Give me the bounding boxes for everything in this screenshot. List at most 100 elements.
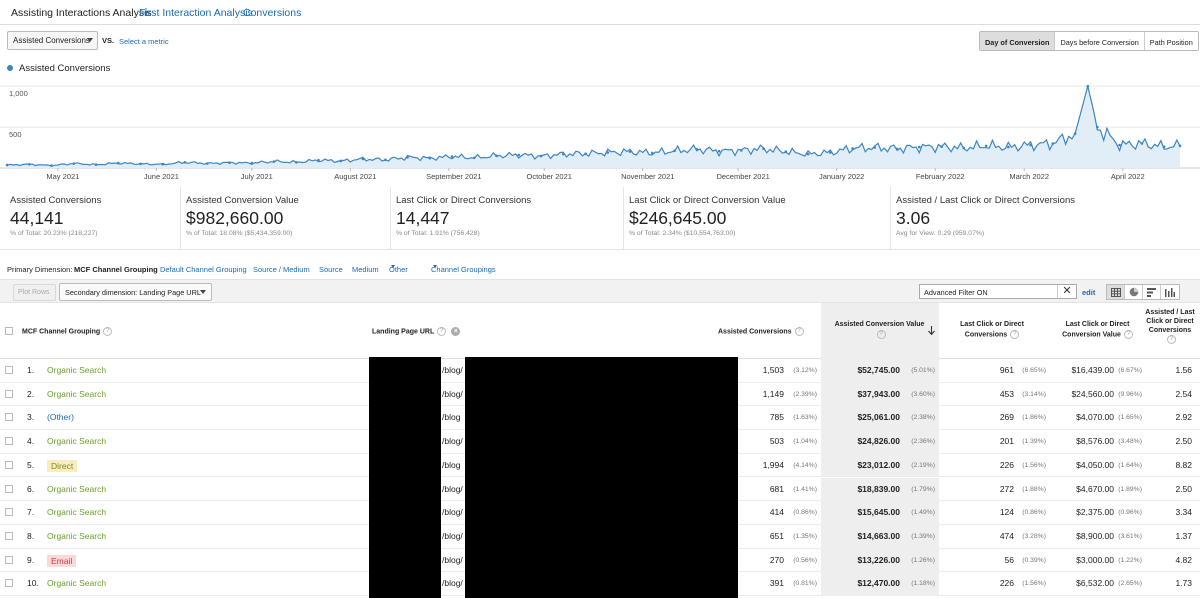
- pie-chart-icon[interactable]: [1125, 285, 1143, 299]
- landing-page-url[interactable]: /blog/: [442, 436, 463, 447]
- select-metric-link[interactable]: Select a metric: [119, 37, 169, 46]
- assisted-conversion-value-pct: (1.49%): [911, 509, 935, 517]
- help-icon[interactable]: ?: [437, 327, 447, 336]
- row-checkbox[interactable]: [5, 366, 13, 374]
- dimension-default-channel-grouping[interactable]: Default Channel Grouping: [160, 265, 247, 274]
- data-point: [962, 146, 966, 150]
- sorted-column-cell-bg: [821, 524, 939, 549]
- column-header-last-click-value[interactable]: Last Click or Direct Conversion Value?: [1055, 321, 1140, 340]
- x-tick-label: July 2021: [241, 172, 273, 181]
- clear-filter-icon[interactable]: ✕: [1057, 285, 1076, 298]
- tab-assisting-interactions[interactable]: Assisting Interactions Analysis: [11, 7, 152, 19]
- assisted-conversions-pct: (0.56%): [793, 556, 817, 564]
- scorecard-subtext: Avg for View: 0.29 (959.07%): [896, 230, 985, 237]
- last-click-conversions-value: 453: [999, 388, 1014, 399]
- help-icon[interactable]: ?: [1010, 329, 1020, 339]
- column-header-last-click-conversions[interactable]: Last Click or Direct Conversions?: [952, 321, 1032, 340]
- last-click-conversions-pct: (1.56%): [1022, 461, 1046, 469]
- row-checkbox[interactable]: [5, 484, 13, 493]
- remove-secondary-dimension-icon[interactable]: ×: [451, 327, 461, 336]
- sort-descending-icon[interactable]: [928, 326, 935, 335]
- last-click-conversions-value: 124: [999, 507, 1014, 518]
- last-click-conversion-value: $8,576.00: [1076, 436, 1114, 447]
- row-checkbox[interactable]: [5, 579, 13, 588]
- row-checkbox[interactable]: [5, 389, 13, 398]
- secondary-dimension-dropdown[interactable]: Secondary dimension: Landing Page URL: [59, 283, 212, 301]
- help-icon[interactable]: ?: [1167, 335, 1176, 345]
- advanced-filter-input[interactable]: Advanced Filter ON: [919, 284, 1077, 299]
- performance-bars-icon[interactable]: [1143, 285, 1161, 299]
- data-point: [361, 157, 365, 161]
- landing-page-url[interactable]: /blog/: [442, 483, 463, 494]
- channel-link[interactable]: Organic Search: [47, 483, 107, 494]
- channel-link[interactable]: (Other): [47, 412, 74, 423]
- row-checkbox[interactable]: [5, 437, 13, 446]
- column-header-landing-page[interactable]: Landing Page URL? ×: [372, 327, 461, 337]
- last-click-conversions-pct: (1.56%): [1022, 580, 1046, 588]
- help-icon[interactable]: ?: [1123, 329, 1133, 339]
- channel-link[interactable]: Organic Search: [47, 578, 107, 589]
- channel-link[interactable]: Organic Search: [47, 365, 107, 375]
- dimension-source-medium[interactable]: Source / Medium: [253, 265, 310, 274]
- landing-page-url[interactable]: /blog/: [442, 365, 463, 375]
- scorecard-assisted-conversions: Assisted Conversions 44,141 % of Total: …: [5, 187, 180, 250]
- chevron-down-icon: [433, 265, 437, 268]
- days-before-conversion-button[interactable]: Days before Conversion: [1055, 32, 1145, 50]
- data-point: [206, 162, 209, 165]
- scorecard-subtext: % of Total: 1.91% (756,428): [396, 230, 480, 237]
- channel-link[interactable]: Direct: [47, 459, 78, 472]
- last-click-conversion-value: $2,375.00: [1076, 507, 1114, 518]
- channel-link[interactable]: Email: [47, 554, 77, 567]
- assisted-conversions-value: 785: [769, 412, 784, 423]
- primary-dimension-label: Primary Dimension:: [7, 265, 73, 274]
- help-icon[interactable]: ?: [103, 327, 113, 336]
- channel-link[interactable]: Organic Search: [47, 507, 107, 518]
- column-header-channel[interactable]: MCF Channel Grouping?: [22, 327, 113, 337]
- select-all-checkbox[interactable]: [5, 327, 13, 335]
- last-click-conversions-value: 56: [1004, 554, 1014, 565]
- row-checkbox[interactable]: [5, 460, 13, 469]
- landing-page-url[interactable]: /blog/: [442, 578, 463, 589]
- landing-page-url[interactable]: /blog/: [442, 507, 463, 518]
- edit-filter-link[interactable]: edit: [1082, 288, 1096, 297]
- table-view-icon[interactable]: [1107, 285, 1125, 299]
- dimension-medium[interactable]: Medium: [352, 265, 379, 274]
- tab-conversions[interactable]: Conversions: [243, 7, 302, 19]
- data-point: [539, 154, 543, 158]
- report-tabs: Assisting Interactions Analysis First In…: [0, 0, 1200, 25]
- data-point: [762, 147, 765, 151]
- landing-page-url[interactable]: /blog: [442, 459, 461, 470]
- channel-link[interactable]: Organic Search: [47, 530, 107, 541]
- channel-link[interactable]: Organic Search: [47, 388, 107, 399]
- assisted-conversion-value-pct: (1.39%): [911, 532, 935, 540]
- sorted-column-cell-bg: [821, 359, 939, 383]
- table-toolbar: Plot Rows Secondary dimension: Landing P…: [0, 279, 1200, 303]
- tab-first-interaction[interactable]: First Interaction Analysis: [139, 7, 253, 19]
- landing-page-url[interactable]: /blog: [442, 412, 461, 423]
- scorecard-value: 14,447: [396, 208, 450, 228]
- column-header-assisted-conversions[interactable]: Assisted Conversions?: [718, 327, 804, 337]
- row-checkbox[interactable]: [5, 413, 13, 422]
- landing-page-url[interactable]: /blog/: [442, 388, 463, 399]
- assisted-conversion-value: $25,061.00: [857, 412, 900, 423]
- channel-link[interactable]: Organic Search: [47, 436, 107, 447]
- row-checkbox[interactable]: [5, 555, 13, 564]
- landing-page-url[interactable]: /blog/: [442, 554, 463, 565]
- data-point: [94, 163, 98, 166]
- day-of-conversion-button[interactable]: Day of Conversion: [980, 32, 1056, 50]
- row-checkbox[interactable]: [5, 531, 13, 540]
- path-position-button[interactable]: Path Position: [1144, 32, 1198, 50]
- plot-rows-button[interactable]: Plot Rows: [13, 284, 56, 301]
- scorecard-subtext: % of Total: 20.23% (218,227): [10, 230, 98, 237]
- help-icon[interactable]: ?: [876, 329, 886, 339]
- assisted-conversion-value: $12,470.00: [857, 578, 900, 589]
- comparison-icon[interactable]: [1161, 285, 1179, 299]
- metric-dropdown[interactable]: Assisted Conversions: [7, 31, 98, 50]
- last-click-conversions-pct: (6.65%): [1022, 367, 1046, 374]
- column-header-ratio[interactable]: Assisted / Last Click or Direct Conversi…: [1144, 309, 1196, 345]
- column-header-assisted-value[interactable]: Assisted Conversion Value?: [832, 321, 927, 340]
- help-icon[interactable]: ?: [794, 327, 804, 336]
- landing-page-url[interactable]: /blog/: [442, 530, 463, 541]
- dimension-source[interactable]: Source: [319, 265, 343, 274]
- row-checkbox[interactable]: [5, 508, 13, 517]
